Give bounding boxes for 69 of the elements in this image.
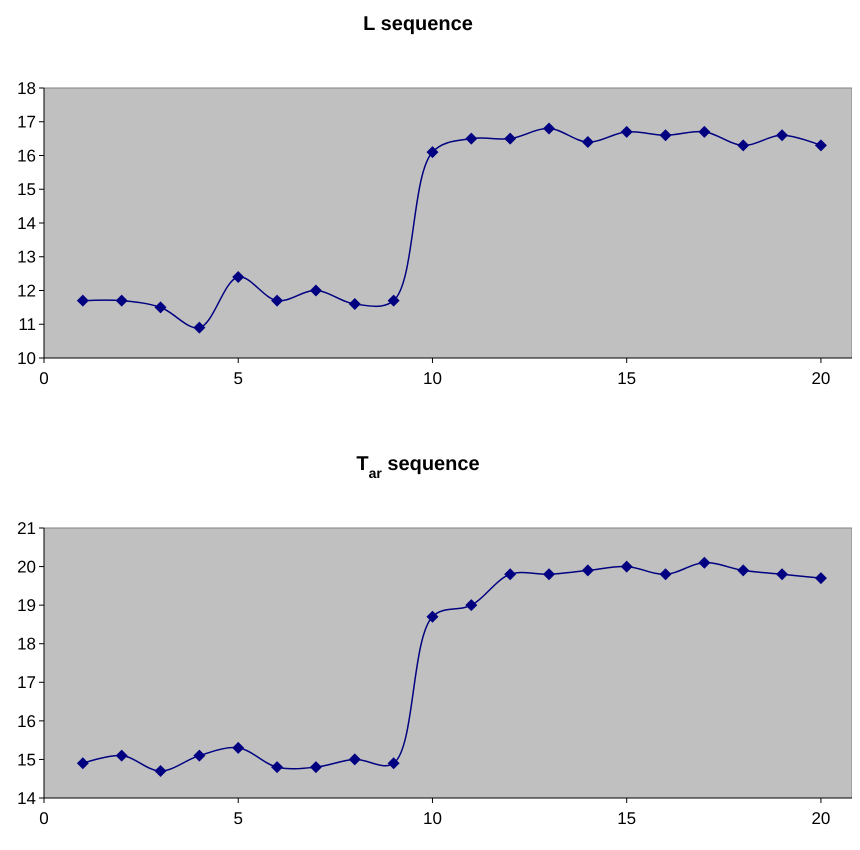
point [698, 126, 710, 138]
chart-title: T$_{ar}$ sequence [356, 453, 480, 481]
point [465, 132, 478, 145]
x-tick-label: 10 [423, 369, 442, 388]
point [814, 572, 827, 584]
y-tick-label: 20 [17, 558, 36, 577]
x-tick-label: 0 [39, 809, 49, 828]
point [582, 564, 594, 576]
point [271, 761, 284, 774]
point [193, 322, 206, 334]
point [776, 568, 788, 580]
point [465, 599, 478, 612]
y-tick-label: 18 [17, 78, 36, 98]
point [232, 271, 244, 283]
y-tick-label: 16 [17, 712, 36, 731]
x-tick-label: 0 [39, 369, 49, 388]
y-tick-label: 21 [17, 518, 36, 538]
y-tick-label: 14 [17, 214, 36, 233]
y-tick-label: 17 [17, 112, 36, 132]
point [737, 139, 750, 152]
y-tick-label: 19 [17, 596, 36, 616]
point [737, 564, 750, 576]
y-tick-label: 16 [17, 146, 36, 166]
x-tick-label: 5 [233, 809, 243, 828]
point [310, 284, 322, 296]
y-tick-label: 18 [17, 634, 36, 654]
chart-title: L sequence [363, 13, 473, 35]
point [620, 560, 633, 573]
point [193, 750, 206, 762]
x-tick-label: 15 [617, 369, 636, 388]
point [76, 757, 89, 770]
x-tick-label: 5 [233, 369, 243, 388]
point [76, 294, 89, 307]
x-tick-label: 15 [617, 809, 636, 828]
point [543, 122, 555, 134]
point [814, 139, 827, 152]
point [582, 136, 594, 148]
point [543, 568, 555, 580]
point [348, 298, 361, 310]
point [698, 556, 710, 569]
point [776, 129, 788, 142]
point [388, 757, 400, 770]
y-tick-label: 17 [17, 673, 36, 692]
point [232, 742, 244, 754]
point [660, 568, 672, 580]
point [504, 568, 516, 580]
y-tick-label: 12 [17, 281, 36, 300]
y-tick-label: 14 [17, 788, 36, 808]
point [504, 132, 516, 145]
point [271, 294, 284, 307]
point [154, 765, 167, 777]
point [660, 129, 672, 142]
y-tick-label: 10 [17, 348, 36, 368]
point [154, 301, 167, 314]
point [426, 610, 438, 623]
point [116, 750, 128, 762]
x-tick-label: 20 [811, 369, 830, 388]
x-tick-label: 10 [423, 809, 442, 828]
point [116, 294, 128, 307]
y-tick-label: 15 [17, 180, 36, 200]
y-tick-label: 13 [17, 248, 36, 267]
point [388, 294, 400, 307]
point [310, 761, 322, 774]
y-tick-label: 11 [18, 315, 36, 334]
point [620, 126, 633, 138]
x-tick-label: 20 [811, 809, 830, 828]
point [348, 753, 361, 766]
y-tick-label: 15 [17, 750, 36, 770]
point [426, 146, 438, 158]
